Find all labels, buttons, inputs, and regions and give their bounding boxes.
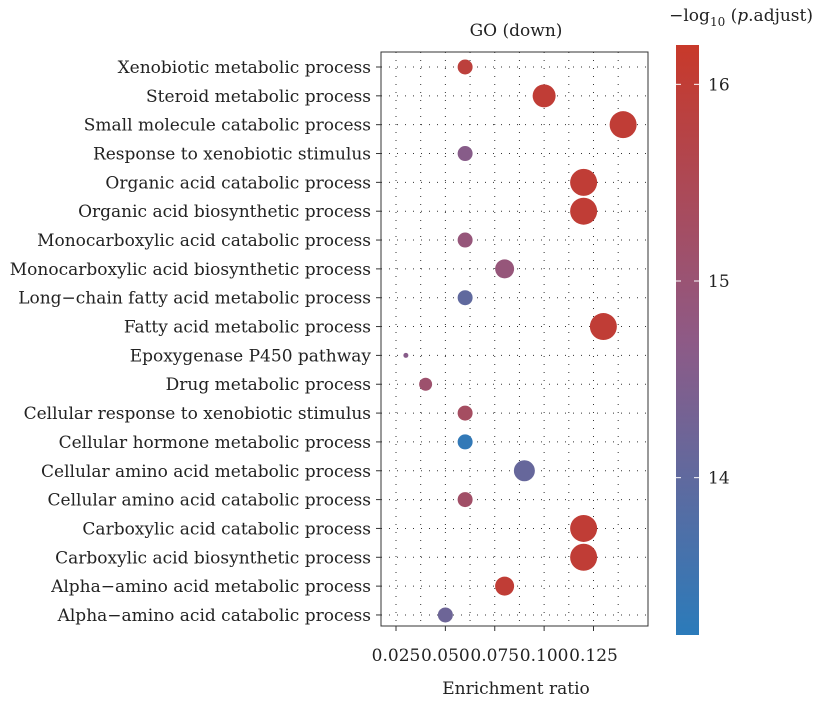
colorbar-title: −log10 (p.adjust) (669, 6, 813, 29)
colorbar-tick-label: 15 (708, 272, 730, 292)
data-point (457, 146, 473, 162)
colorbar-title-sub: 10 (710, 15, 725, 29)
category-label: Monocarboxylic acid biosynthetic process (10, 260, 371, 280)
data-point (570, 168, 598, 196)
category-label: Cellular amino acid catabolic process (48, 491, 371, 511)
colorbar-title-italic: p (737, 6, 748, 26)
x-tick-label: 0.100 (520, 646, 569, 666)
category-label: Drug metabolic process (166, 375, 371, 395)
category-label: Response to xenobiotic stimulus (93, 145, 371, 165)
category-label: Monocarboxylic acid catabolic process (37, 231, 371, 251)
category-label: Carboxylic acid biosynthetic process (55, 548, 371, 568)
data-point (457, 59, 473, 75)
data-point (570, 197, 598, 225)
data-point (457, 232, 473, 248)
data-point (419, 377, 433, 391)
category-label: Small molecule catabolic process (84, 116, 371, 136)
data-point (403, 352, 409, 358)
data-point (495, 259, 515, 279)
x-tick-label: 0.025 (372, 646, 421, 666)
data-point (457, 434, 473, 450)
colorbar-ticks: 14 15 16 (676, 75, 730, 489)
data-point (457, 405, 473, 421)
data-point (457, 290, 473, 306)
x-axis-title: Enrichment ratio (442, 679, 590, 699)
x-tick-label: 0.125 (569, 646, 618, 666)
colorbar-title-suffix: .adjust) (748, 6, 813, 26)
category-labels: Xenobiotic metabolic process Steroid meta… (10, 58, 381, 626)
colorbar (676, 45, 699, 635)
data-point (570, 543, 598, 571)
plot-panel (380, 51, 649, 627)
data-point (437, 607, 453, 623)
colorbar-title-paren: ( (725, 6, 737, 26)
category-label: Long−chain fatty acid metabolic process (18, 289, 371, 309)
data-point (513, 460, 535, 482)
data-point (589, 313, 617, 341)
data-point (532, 84, 556, 108)
category-label: Organic acid biosynthetic process (78, 202, 371, 222)
data-point (457, 492, 473, 508)
category-label: Cellular hormone metabolic process (59, 433, 371, 453)
chart-title: GO (down) (470, 21, 563, 41)
category-label: Steroid metabolic process (146, 87, 371, 107)
data-points (403, 59, 637, 623)
data-point (495, 576, 515, 596)
colorbar-tick-label: 14 (708, 469, 730, 489)
category-label: Organic acid catabolic process (105, 173, 371, 193)
category-label: Alpha−amino acid catabolic process (57, 606, 371, 626)
category-label: Carboxylic acid catabolic process (82, 519, 371, 539)
category-label: Fatty acid metabolic process (124, 318, 371, 338)
category-label: Epoxygenase P450 pathway (130, 346, 372, 366)
x-tick-label: 0.050 (421, 646, 470, 666)
category-label: Xenobiotic metabolic process (118, 58, 371, 78)
x-tick-label: 0.075 (470, 646, 519, 666)
data-point (609, 111, 637, 139)
colorbar-tick-label: 16 (708, 75, 730, 95)
category-label: Cellular amino acid metabolic process (41, 462, 371, 482)
category-label: Cellular response to xenobiotic stimulus (24, 404, 371, 424)
data-point (570, 514, 598, 542)
x-axis-ticks: 0.025 0.050 0.075 0.100 0.125 (372, 626, 618, 666)
category-label: Alpha−amino acid metabolic process (50, 577, 371, 597)
colorbar-title-prefix: −log (669, 6, 710, 26)
